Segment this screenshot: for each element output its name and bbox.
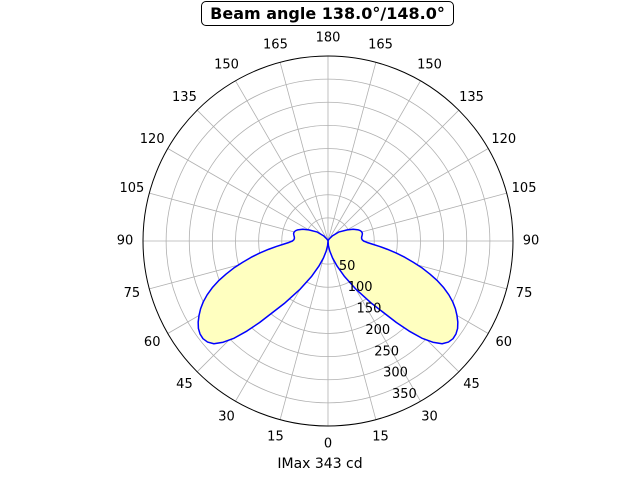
intensity-curve-left — [197, 228, 329, 345]
chart-title: Beam angle 138.0°/148.0° — [210, 4, 445, 23]
angle-tick-label: 105 — [120, 181, 145, 196]
radial-tick-label: 300 — [383, 366, 408, 381]
angle-tick-label: 180 — [316, 31, 341, 46]
angle-tick-label: 120 — [140, 132, 165, 147]
angle-tick-label: 165 — [368, 37, 393, 52]
angle-tick-label: 15 — [267, 430, 284, 445]
angle-tick-label: 45 — [463, 377, 480, 392]
grid-circle — [188, 101, 468, 381]
radial-tick-label: 350 — [392, 387, 417, 402]
grid-circle — [165, 78, 491, 404]
angle-tick-label: 120 — [491, 132, 516, 147]
angle-tick-label: 150 — [214, 58, 239, 73]
angle-tick-label: 105 — [512, 181, 537, 196]
angle-tick-label: 45 — [176, 377, 193, 392]
angle-tick-label: 0 — [324, 437, 332, 452]
angle-tick-label: 165 — [263, 37, 288, 52]
angle-tick-label: 60 — [496, 335, 513, 350]
angle-tick-label: 90 — [117, 234, 134, 249]
angle-tick-label: 135 — [459, 90, 484, 105]
x-axis-label: IMax 343 cd — [277, 456, 363, 472]
angle-tick-label: 15 — [372, 430, 389, 445]
radial-tick-label: 250 — [374, 344, 399, 359]
grid-circle — [211, 124, 445, 358]
angle-tick-label: 75 — [516, 286, 533, 301]
intensity-fill-right — [328, 229, 458, 344]
angle-tick-label: 30 — [218, 409, 235, 424]
axis-labels: 0 15 30 45 60 75 90 105 120 135 150 165 180 165 150 135… — [117, 31, 540, 452]
radial-tick-label: 200 — [365, 323, 390, 338]
grid-circle — [281, 194, 375, 288]
radial-tick-label: 50 — [339, 259, 356, 274]
angle-tick-label: 30 — [421, 409, 438, 424]
grid-circle — [258, 171, 398, 311]
angle-tick-label: 90 — [523, 234, 540, 249]
intensity-curve-right — [327, 228, 459, 345]
angle-tick-label: 60 — [144, 335, 161, 350]
chart-title-box: Beam angle 138.0°/148.0° — [201, 1, 454, 26]
angle-tick-label: 135 — [172, 90, 197, 105]
intensity-curves — [197, 228, 459, 345]
radial-tick-label: 100 — [348, 280, 373, 295]
radial-tick-label: 150 — [357, 302, 382, 317]
polar-frame — [142, 55, 514, 427]
angle-tick-label: 150 — [417, 58, 442, 73]
intensity-fill-left — [198, 229, 328, 344]
grid-circle — [235, 148, 421, 334]
angle-tick-label: 75 — [124, 286, 141, 301]
